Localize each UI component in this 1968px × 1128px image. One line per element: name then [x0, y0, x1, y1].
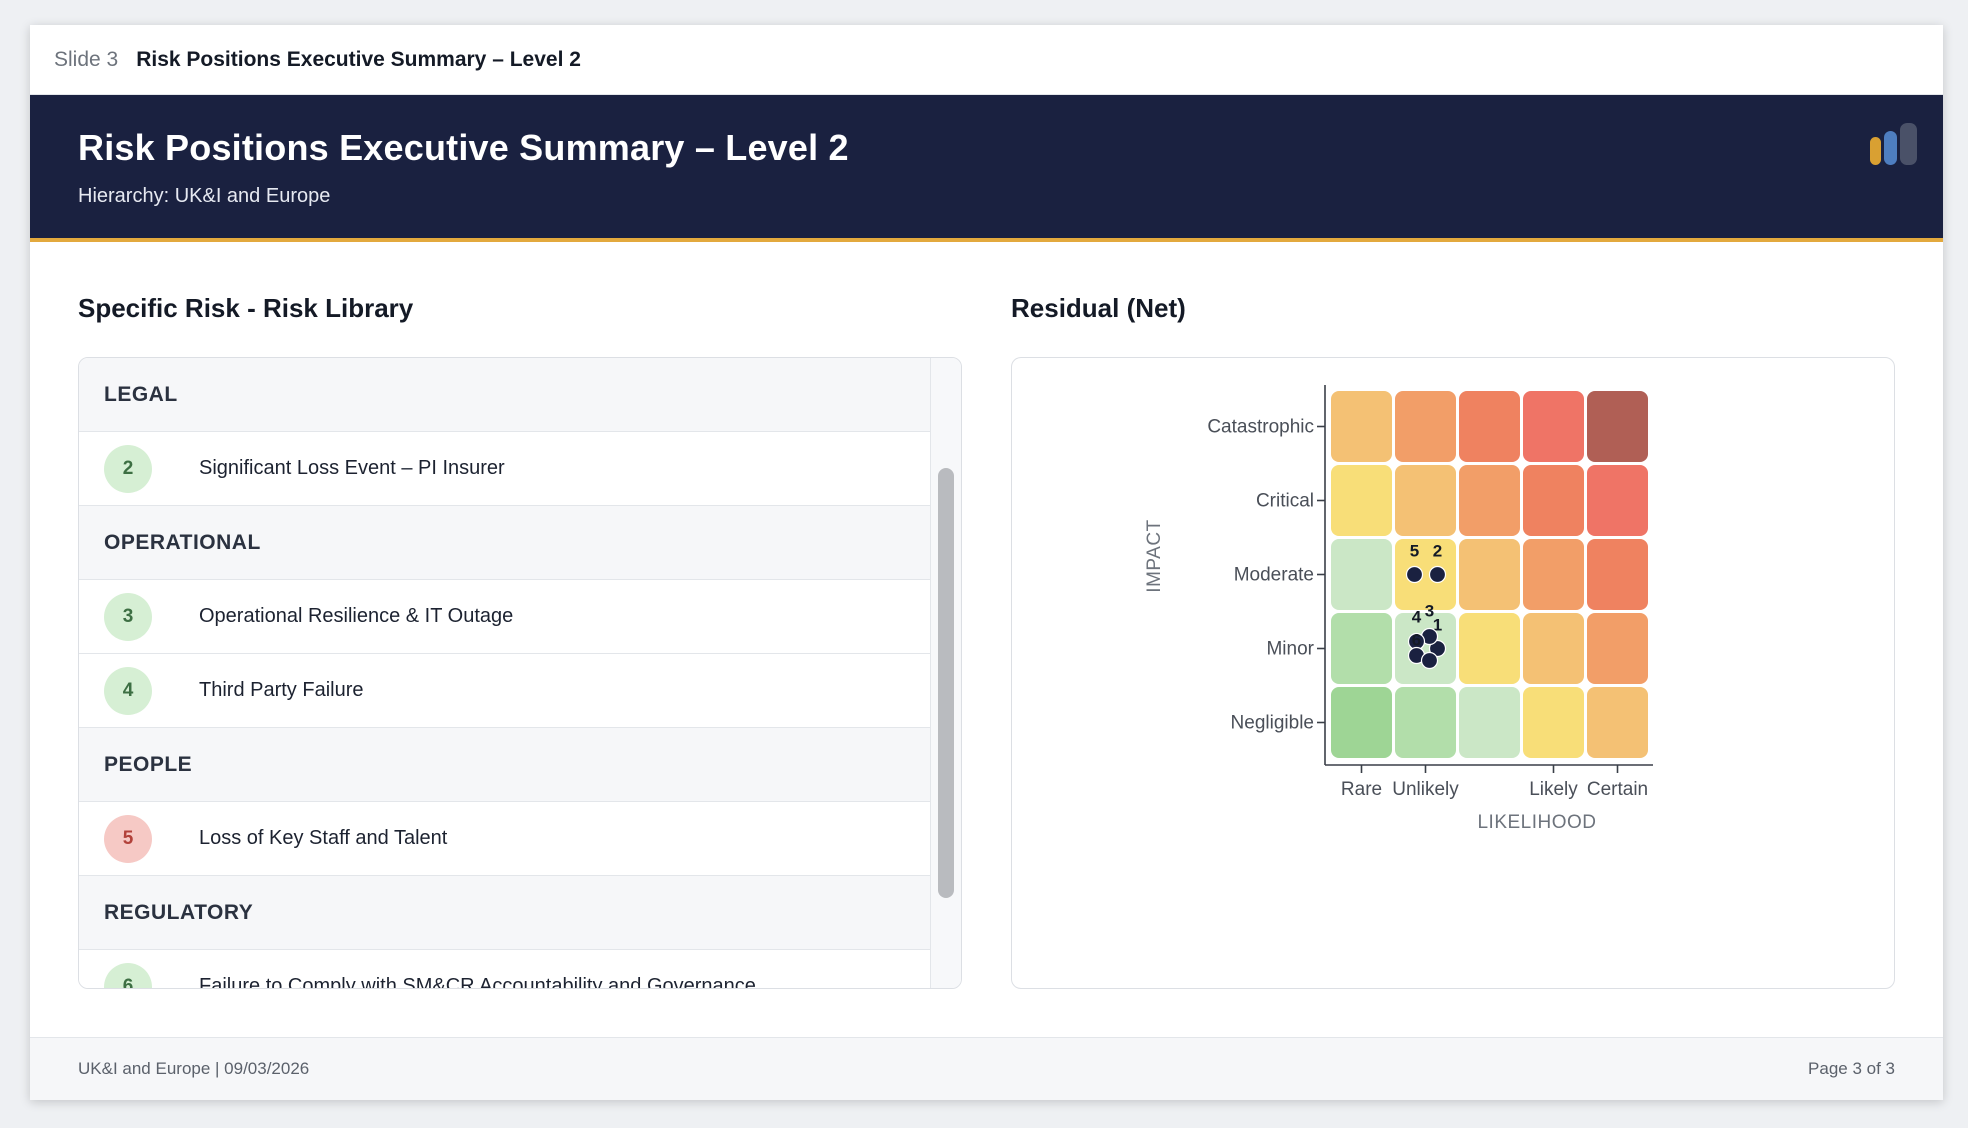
- heatmap-cell: [1331, 539, 1392, 610]
- heatmap-cell: [1331, 613, 1392, 684]
- risk-point-label: 5: [1410, 542, 1419, 561]
- category-header: REGULATORY: [79, 876, 931, 950]
- risk-id-badge: 3: [104, 592, 152, 641]
- heatmap-cell: [1587, 465, 1648, 536]
- heatmap-cell: [1587, 613, 1648, 684]
- slide-topbar: Slide 3 Risk Positions Executive Summary…: [30, 25, 1943, 95]
- slide: Slide 3 Risk Positions Executive Summary…: [30, 25, 1943, 1100]
- heatmap-cell: [1331, 465, 1392, 536]
- risk-label: Loss of Key Staff and Talent: [199, 827, 448, 849]
- category-header: OPERATIONAL: [79, 506, 931, 580]
- x-axis-title: LIKELIHOOD: [1477, 812, 1596, 833]
- heatmap-cell: [1395, 613, 1456, 684]
- heatmap-cell: [1395, 391, 1456, 462]
- risk-point-label: 1: [1433, 616, 1442, 635]
- x-tick-label: Rare: [1341, 779, 1382, 800]
- risk-point-label: 6: [1412, 631, 1421, 650]
- page-title: Risk Positions Executive Summary – Level…: [78, 127, 849, 168]
- x-tick-label: Certain: [1587, 779, 1648, 800]
- risk-list-item[interactable]: 2 Significant Loss Event – PI Insurer: [79, 432, 931, 506]
- heatmap-cell: [1395, 687, 1456, 758]
- heatmap-cell: [1331, 687, 1392, 758]
- risk-point-marker: [1428, 565, 1447, 584]
- risk-point-label: 3: [1425, 602, 1434, 621]
- y-tick-label: Catastrophic: [1207, 417, 1314, 438]
- slide-number: Slide 3: [54, 47, 119, 71]
- risk-point-marker: [1428, 639, 1447, 658]
- y-axis-title: IMPACT: [1144, 519, 1165, 592]
- slide-name: Risk Positions Executive Summary – Level…: [136, 47, 581, 71]
- heatmap-cell: [1587, 687, 1648, 758]
- risk-id-badge: 5: [104, 814, 152, 863]
- logo-bar-gold: [1870, 137, 1881, 165]
- risk-heatmap-panel: Catastrophic Critical Moderate Minor Negligi…: [1011, 357, 1895, 989]
- risk-point-label: 4: [1412, 608, 1422, 627]
- footer-hierarchy-date: UK&I and Europe | 09/03/2026: [78, 1059, 310, 1078]
- risk-list-item[interactable]: 4 Third Party Failure: [79, 654, 931, 728]
- risk-point-marker: [1420, 651, 1439, 670]
- logo-bar-blue: [1884, 131, 1897, 165]
- heatmap-cell: [1523, 613, 1584, 684]
- y-tick-label: Critical: [1256, 491, 1314, 512]
- residual-title: Residual (Net): [1011, 293, 1186, 323]
- risk-id-badge: 6: [104, 962, 152, 988]
- heatmap-cell: [1395, 465, 1456, 536]
- y-tick-label: Negligible: [1231, 713, 1314, 734]
- y-tick-label: Moderate: [1234, 565, 1314, 586]
- brand-logo: [1870, 123, 1917, 165]
- risk-list-item[interactable]: 3 Operational Resilience & IT Outage: [79, 580, 931, 654]
- risk-list-scroll-area[interactable]: LEGAL 2 Significant Loss Event – PI Insure…: [79, 358, 931, 988]
- heatmap-cell: [1459, 613, 1520, 684]
- risk-point-marker: [1405, 565, 1424, 584]
- risk-list-item[interactable]: 6 Failure to Comply with SM&CR Accountabi…: [79, 950, 931, 988]
- page-subtitle: Hierarchy: UK&I and Europe: [78, 185, 331, 207]
- heatmap-cell: [1523, 391, 1584, 462]
- risk-label: Operational Resilience & IT Outage: [199, 605, 514, 627]
- y-tick-label: Minor: [1266, 639, 1314, 660]
- logo-bar-slate: [1900, 123, 1917, 165]
- slide-header: Risk Positions Executive Summary – Level…: [30, 95, 1943, 242]
- scrollbar-thumb[interactable]: [938, 468, 954, 898]
- x-tick-label: Likely: [1529, 779, 1578, 800]
- risk-point-label: 2: [1433, 542, 1442, 561]
- x-tick-label: Unlikely: [1392, 779, 1459, 800]
- heatmap-cell: [1459, 391, 1520, 462]
- heatmap-cell: [1459, 539, 1520, 610]
- heatmap-cell: [1459, 687, 1520, 758]
- heatmap-cell: [1587, 539, 1648, 610]
- risk-library-title: Specific Risk - Risk Library: [78, 293, 414, 323]
- risk-label: Significant Loss Event – PI Insurer: [199, 457, 505, 479]
- category-header: LEGAL: [79, 358, 931, 432]
- heatmap-cell: [1587, 391, 1648, 462]
- risk-id-badge: 2: [104, 444, 152, 493]
- footer-page-number: Page 3 of 3: [1808, 1059, 1895, 1078]
- heatmap-cell: [1523, 465, 1584, 536]
- heatmap-cell: [1395, 539, 1456, 610]
- risk-heatmap: Catastrophic Critical Moderate Minor Negligi…: [1144, 385, 1653, 833]
- scrollbar[interactable]: [930, 358, 961, 988]
- risk-library-list: LEGAL 2 Significant Loss Event – PI Insure…: [78, 357, 962, 989]
- heatmap-cell: [1523, 539, 1584, 610]
- heatmap-cell: [1331, 391, 1392, 462]
- heatmap-cell: [1459, 465, 1520, 536]
- category-header: PEOPLE: [79, 728, 931, 802]
- risk-id-badge: 4: [104, 666, 152, 715]
- slide-footer: UK&I and Europe | 09/03/2026 Page 3 of 3: [30, 1037, 1943, 1100]
- heatmap-cell: [1523, 687, 1584, 758]
- risk-label: Third Party Failure: [199, 679, 364, 701]
- risk-label: Failure to Comply with SM&CR Accountabil…: [199, 975, 756, 988]
- risk-list-item[interactable]: 5 Loss of Key Staff and Talent: [79, 802, 931, 876]
